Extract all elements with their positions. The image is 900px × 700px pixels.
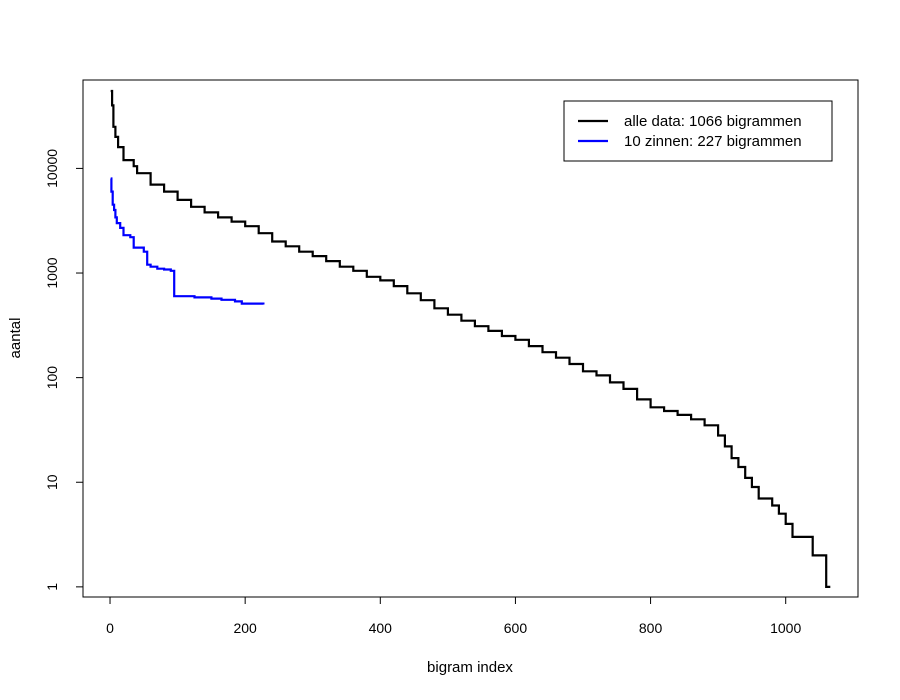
y-axis: 1 10 100 1000 10000 (44, 149, 84, 591)
y-tick-label: 1 (44, 583, 60, 591)
legend: alle data: 1066 bigrammen 10 zinnen: 227 … (563, 100, 833, 162)
y-axis-label: aantal (7, 318, 24, 359)
y-tick-label: 100 (44, 366, 60, 390)
x-tick-label: 400 (369, 620, 393, 636)
series-layer (110, 89, 831, 588)
series-line-0 (110, 89, 831, 588)
y-tick-label: 1000 (44, 257, 60, 288)
x-tick-label: 800 (639, 620, 663, 636)
legend-box (563, 100, 833, 162)
x-tick-label: 1000 (770, 620, 801, 636)
x-tick-label: 200 (233, 620, 257, 636)
legend-label: alle data: 1066 bigrammen (624, 113, 802, 130)
series-line-1 (110, 177, 265, 305)
x-tick-label: 600 (504, 620, 528, 636)
legend-label: 10 zinnen: 227 bigrammen (624, 133, 802, 150)
x-tick-label: 0 (106, 620, 114, 636)
x-axis: 0 200 400 600 800 1000 (106, 596, 801, 636)
x-axis-label: bigram index (427, 659, 513, 676)
y-tick-label: 10000 (44, 149, 60, 188)
y-tick-label: 10 (44, 474, 60, 490)
